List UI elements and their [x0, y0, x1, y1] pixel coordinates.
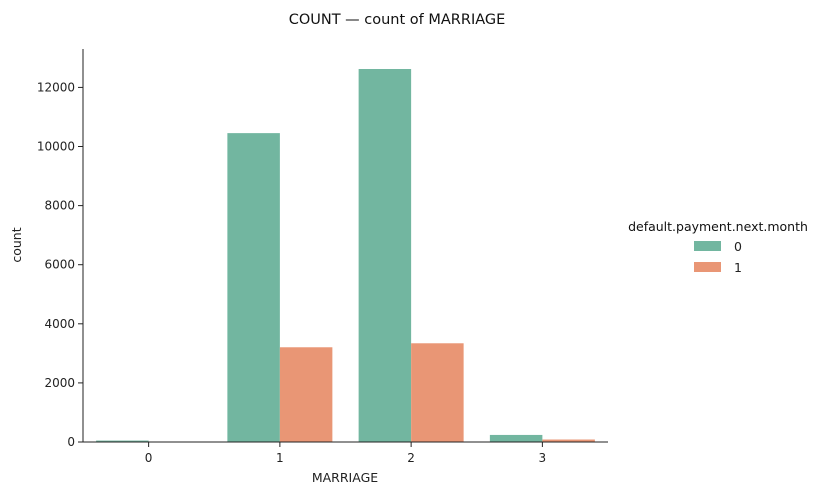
y-ticks: 0 2000 4000 6000 8000 10000 12000 [37, 80, 83, 449]
plot-area [96, 69, 595, 443]
legend-swatch-0 [694, 241, 721, 251]
bar-3-series-1 [542, 439, 595, 442]
y-tick-label: 8000 [44, 199, 75, 213]
legend-label-0: 0 [734, 239, 742, 254]
y-tick-label: 6000 [44, 258, 75, 272]
x-tick-label: 2 [407, 451, 415, 465]
x-tick-label: 1 [276, 451, 284, 465]
bar-3-series-0 [489, 434, 543, 442]
legend-title: default.payment.next.month [628, 219, 808, 234]
x-ticks: 0 1 2 3 [145, 442, 546, 465]
chart-title: COUNT — count of MARRIAGE [289, 12, 506, 28]
bar-1-series-1 [279, 347, 333, 442]
bar-2-series-0 [358, 69, 412, 443]
x-axis-label: MARRIAGE [312, 470, 378, 485]
legend-label-1: 1 [734, 260, 742, 275]
y-tick-label: 2000 [44, 376, 75, 390]
y-tick-label: 12000 [37, 80, 75, 94]
bar-0-series-0 [96, 440, 149, 442]
y-tick-label: 4000 [44, 317, 75, 331]
y-axis-label: count [9, 227, 24, 262]
y-tick-label: 0 [67, 435, 75, 449]
x-tick-label: 0 [145, 451, 153, 465]
legend-swatch-1 [694, 262, 721, 272]
y-tick-label: 10000 [37, 140, 75, 154]
legend: default.payment.next.month 0 1 [628, 219, 808, 275]
bar-1-series-0 [227, 133, 280, 442]
bar-2-series-1 [411, 343, 464, 442]
x-tick-label: 3 [539, 451, 547, 465]
